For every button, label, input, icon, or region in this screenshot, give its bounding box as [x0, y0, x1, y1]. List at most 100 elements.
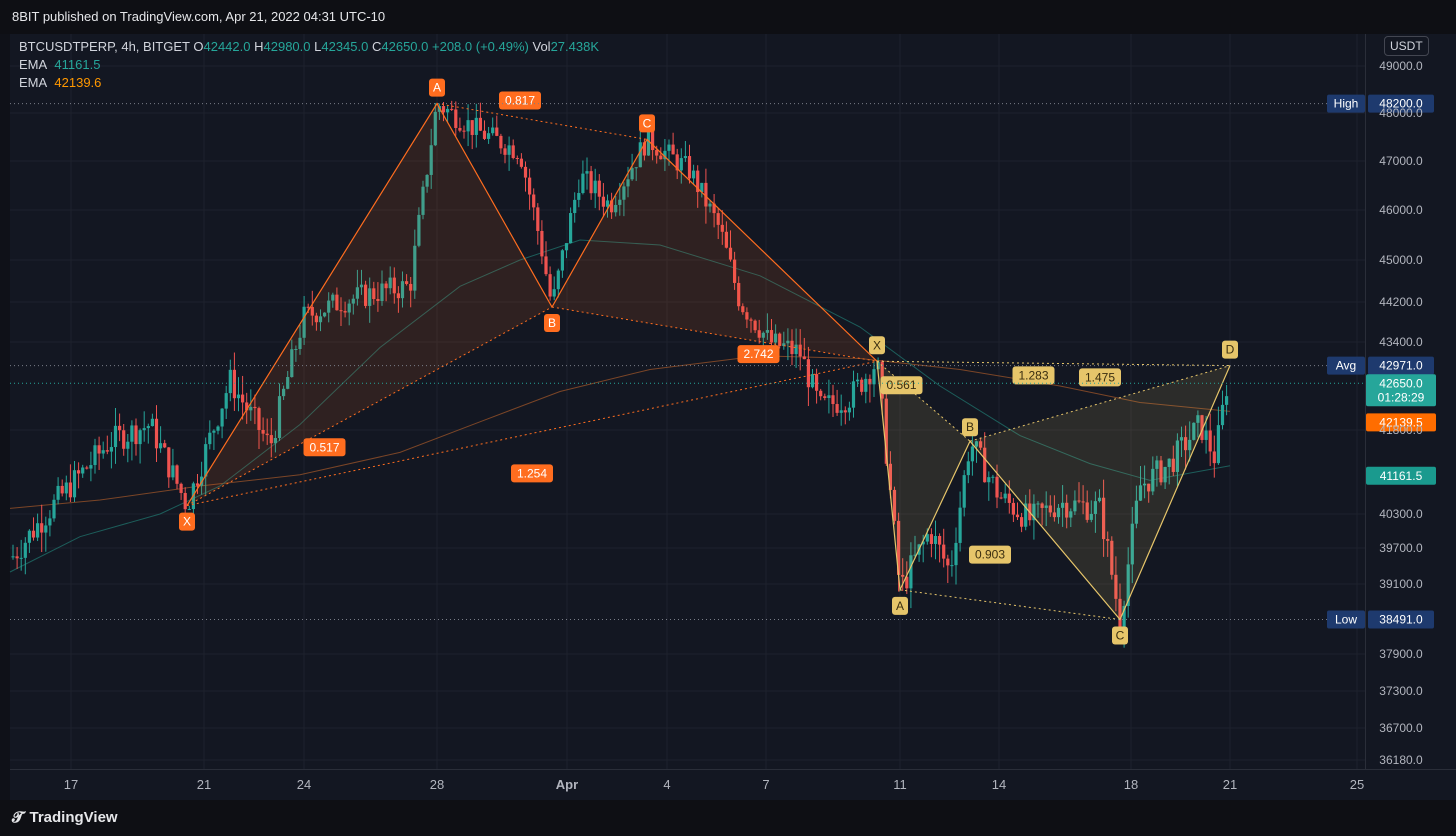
last-price-bg	[1366, 374, 1436, 407]
candlestick-chart[interactable]: X A B C 0.817 0.517 2.742 1.254 X A B C D 0.903 0.561 1…	[0, 0, 1456, 800]
candle	[987, 471, 991, 501]
candle	[1155, 455, 1159, 487]
candle	[995, 464, 999, 509]
candle-body	[979, 441, 983, 448]
candle	[991, 474, 995, 484]
ema2-row[interactable]: EMA 42139.6	[19, 74, 599, 92]
time-axis[interactable]	[10, 769, 1456, 800]
ema-slow-axis-bg	[1366, 413, 1436, 432]
symbol-label[interactable]: BTCUSDTPERP, 4h, BITGET	[19, 39, 190, 54]
ema1-row[interactable]: EMA 41161.5	[19, 56, 599, 74]
ratio-badge-bg	[969, 545, 1011, 564]
ema-slow-axis-label: 42139.5	[1366, 413, 1436, 432]
candle	[794, 328, 798, 368]
candle-body	[708, 203, 712, 207]
candle	[257, 406, 261, 450]
candle	[1003, 483, 1007, 504]
candle	[1225, 384, 1229, 416]
pattern-point-label: D	[1226, 343, 1235, 357]
candle	[85, 465, 89, 470]
candle	[441, 102, 446, 122]
currency-button[interactable]: USDT	[1384, 36, 1429, 56]
y-tick-label: 40300.0	[1379, 507, 1423, 521]
candle	[872, 361, 876, 397]
candle-body	[544, 256, 548, 275]
candle-body	[548, 274, 552, 297]
candle-body	[1163, 466, 1167, 483]
candle-body	[466, 120, 470, 132]
candle	[905, 561, 909, 594]
low-value: 42345.0	[321, 39, 369, 54]
y-tick-label: 39100.0	[1379, 577, 1423, 591]
candle	[101, 441, 105, 459]
candle-body	[318, 316, 323, 323]
pattern2: X A B C D 0.903 0.561 1.475 1.283	[869, 336, 1238, 645]
candle	[458, 117, 462, 133]
candle-body	[228, 369, 232, 394]
candle	[318, 309, 323, 332]
candle-body	[646, 128, 651, 156]
candle	[286, 370, 290, 390]
candle	[692, 164, 696, 186]
candle-body	[856, 379, 860, 382]
candle-body	[933, 535, 938, 544]
candle	[195, 474, 200, 494]
candle	[40, 504, 44, 553]
y-axis-labels: 49000.0 48000.0 47000.0 46000.0 45000.0 44200…	[1379, 59, 1423, 767]
candle-body	[236, 394, 241, 399]
candle-body	[839, 410, 843, 413]
candle-body	[31, 530, 36, 538]
chart-pane[interactable]	[10, 34, 1365, 769]
last-price-value: 42650.0	[1379, 376, 1423, 390]
candle-body	[195, 483, 200, 486]
candle-body	[585, 171, 589, 174]
candle	[974, 440, 979, 463]
pattern-point-a: A	[892, 596, 908, 615]
candle	[167, 446, 171, 488]
candle	[938, 533, 942, 563]
candle-body	[306, 306, 310, 308]
ema-fast-axis-label: 41161.5	[1366, 466, 1436, 485]
candle-body	[72, 470, 77, 498]
candle-body	[1097, 497, 1102, 502]
candle-body	[1032, 503, 1036, 521]
candle-body	[118, 425, 122, 431]
candle	[1212, 435, 1216, 478]
candle-body	[396, 293, 400, 299]
candle	[843, 406, 847, 425]
candle-body	[101, 450, 105, 454]
candle-body	[810, 374, 815, 388]
candle	[134, 418, 138, 456]
candle	[1184, 425, 1188, 470]
candle-body	[540, 230, 544, 257]
candle-body	[146, 426, 150, 429]
publish-header: 8BIT published on TradingView.com, Apr 2…	[0, 0, 1456, 34]
candle-body	[1179, 437, 1184, 441]
candle	[950, 550, 954, 577]
candle	[433, 102, 437, 147]
candle-body	[1081, 501, 1085, 503]
candle	[351, 294, 355, 315]
candle-body	[68, 482, 72, 498]
ratio-badge: 0.817	[499, 91, 541, 110]
candle	[1163, 466, 1167, 489]
tradingview-logo[interactable]: 𝓣 TradingView	[12, 809, 118, 826]
candle-body	[441, 106, 446, 113]
last-price-countdown: 01:28:29	[1378, 390, 1425, 404]
ratio-badge-label: 0.561	[886, 378, 916, 392]
candle-body	[925, 534, 929, 542]
candle-body	[794, 344, 798, 355]
candle-body	[749, 319, 753, 321]
candle-body	[983, 447, 987, 483]
candle-body	[220, 408, 224, 427]
candle	[482, 120, 487, 140]
candle	[15, 547, 19, 569]
candle-body	[1184, 437, 1188, 451]
candle	[388, 266, 392, 295]
candle-body	[163, 443, 167, 448]
candle-body	[905, 576, 909, 589]
candle-body	[1200, 415, 1204, 440]
candle-body	[212, 430, 216, 433]
candle	[273, 430, 277, 453]
candle-body	[421, 186, 425, 215]
